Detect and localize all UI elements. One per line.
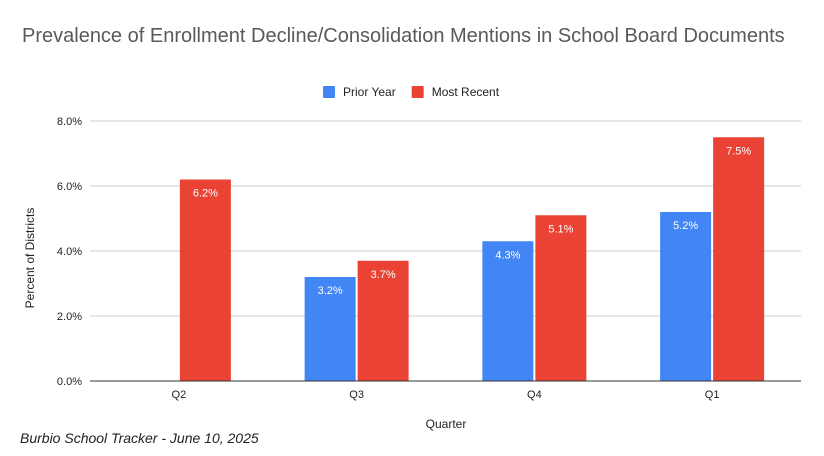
data-label: 4.3% bbox=[495, 249, 520, 261]
bar-prior-year-q4 bbox=[482, 241, 534, 381]
data-label: 5.1% bbox=[548, 223, 573, 235]
bar-most-recent-q4 bbox=[535, 215, 587, 381]
data-label: 5.2% bbox=[673, 220, 698, 232]
chart-title: Prevalence of Enrollment Decline/Consoli… bbox=[22, 25, 785, 47]
data-label: 6.2% bbox=[193, 188, 218, 200]
legend-label: Prior Year bbox=[343, 85, 396, 99]
bars: 6.2% 3.2% 3.7% 4.3% 5.1% 5.2% 7.5% bbox=[179, 137, 765, 381]
x-axis-ticks: Q2 Q3 Q4 Q1 bbox=[172, 389, 720, 401]
x-tick-label: Q1 bbox=[705, 389, 720, 401]
bar-prior-year-q3 bbox=[304, 277, 356, 381]
y-axis-label: Percent of Districts bbox=[23, 208, 37, 309]
legend: Prior Year Most Recent bbox=[323, 85, 500, 99]
bar-most-recent-q3 bbox=[357, 260, 409, 381]
x-tick-label: Q2 bbox=[172, 389, 187, 401]
source-note: Burbio School Tracker - June 10, 2025 bbox=[20, 430, 259, 446]
y-tick-label: 0.0% bbox=[57, 376, 82, 388]
data-label: 3.7% bbox=[371, 269, 396, 281]
data-label: 7.5% bbox=[726, 145, 751, 157]
y-tick-label: 2.0% bbox=[57, 311, 82, 323]
bar-most-recent-q1 bbox=[713, 137, 765, 381]
legend-swatch bbox=[411, 86, 424, 98]
legend-swatch bbox=[323, 86, 335, 98]
x-axis-label: Quarter bbox=[426, 417, 467, 431]
y-tick-label: 6.0% bbox=[57, 181, 82, 193]
legend-label: Most Recent bbox=[432, 85, 500, 99]
x-tick-label: Q4 bbox=[527, 389, 542, 401]
x-tick-label: Q3 bbox=[349, 389, 364, 401]
data-label: 3.2% bbox=[318, 285, 343, 297]
bar-prior-year-q1 bbox=[660, 212, 712, 381]
y-tick-label: 8.0% bbox=[57, 116, 82, 128]
bar-most-recent-q2 bbox=[179, 179, 231, 381]
y-tick-label: 4.0% bbox=[57, 246, 82, 258]
